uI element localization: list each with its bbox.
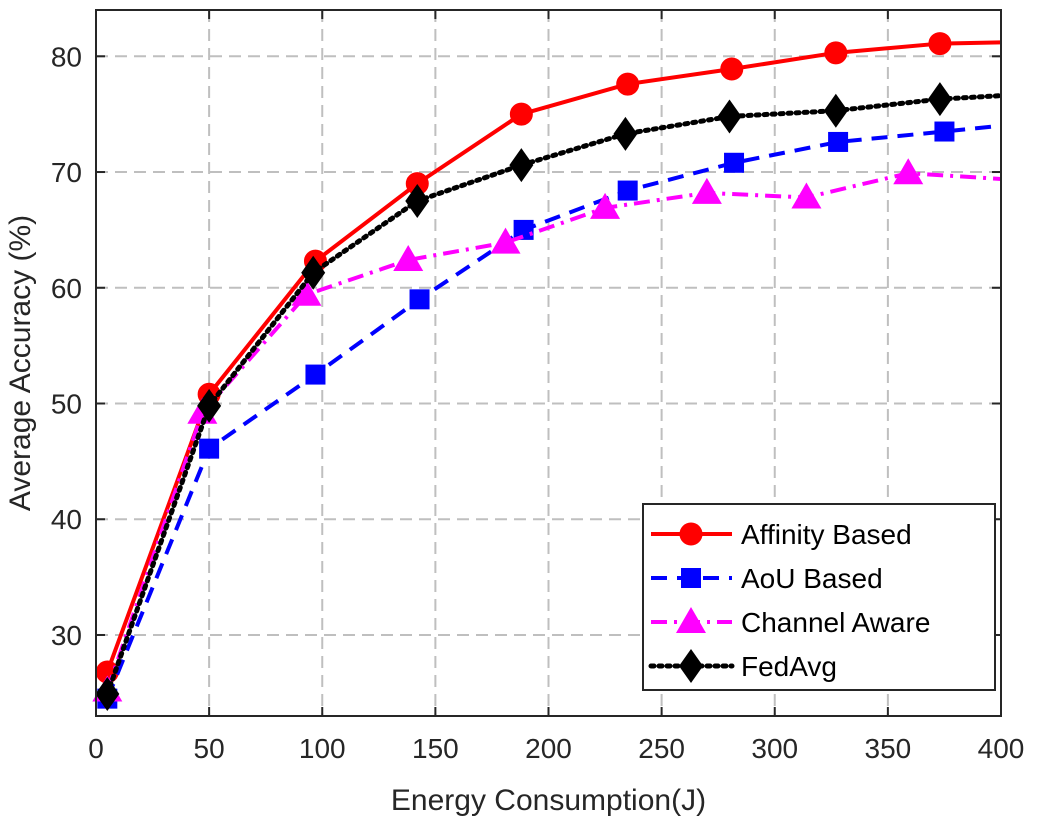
y-tick-label: 70: [51, 157, 82, 188]
series-line: [105, 123, 1002, 700]
y-tick-label: 40: [51, 504, 82, 535]
axis-ticks: 0 50 100 150 200 250 300 350 400 30 40 50 60 70 80: [51, 10, 1025, 764]
series-fedavg: [95, 82, 1004, 712]
x-tick-label: 150: [412, 733, 459, 764]
data-point: [509, 102, 533, 126]
x-tick-label: 400: [978, 733, 1025, 764]
x-axis-label: Energy Consumption(J): [391, 784, 706, 817]
data-point: [509, 148, 534, 183]
series-line: [105, 40, 1002, 673]
series-line: [105, 171, 1002, 692]
y-tick-label: 60: [51, 273, 82, 304]
legend-label: Channel Aware: [741, 607, 930, 638]
y-tick-label: 50: [51, 389, 82, 420]
x-tick-label: 200: [525, 733, 572, 764]
legend-marker: [681, 568, 701, 588]
data-point: [590, 192, 621, 219]
legend-marker: [676, 607, 706, 633]
x-tick-label: 250: [638, 733, 685, 764]
data-point: [613, 116, 638, 151]
x-tick-label: 50: [194, 733, 225, 764]
data-point: [828, 131, 849, 152]
data-point: [513, 219, 534, 240]
data-point: [928, 32, 952, 56]
legend: Affinity Based AoU Based Channel Aware FedA…: [642, 503, 996, 691]
legend-marker: [679, 649, 703, 683]
data-point: [301, 255, 326, 290]
y-axis-label: Average Accuracy (%): [4, 215, 37, 511]
x-tick-label: 300: [751, 733, 798, 764]
data-point: [791, 182, 822, 209]
data-point: [927, 82, 952, 117]
data-point: [934, 121, 955, 142]
data-point: [824, 41, 848, 65]
data-point: [724, 152, 745, 173]
series-affinity-based: [95, 32, 1002, 684]
x-tick-label: 100: [299, 733, 346, 764]
x-tick-label: 350: [865, 733, 912, 764]
y-tick-label: 80: [51, 41, 82, 72]
legend-marker: [679, 522, 703, 546]
data-point: [291, 279, 322, 306]
data-point: [490, 227, 521, 254]
data-point: [199, 438, 220, 459]
legend-label: Affinity Based: [741, 519, 912, 550]
data-point: [823, 93, 848, 128]
data-point: [393, 244, 424, 271]
data-point: [691, 177, 722, 204]
x-tick-label: 0: [88, 733, 104, 764]
series-line: [104, 93, 1004, 697]
data-point: [409, 289, 430, 310]
y-tick-label: 30: [51, 620, 82, 651]
data-point: [305, 364, 326, 385]
data-point: [720, 57, 744, 81]
legend-label: AoU Based: [741, 563, 883, 594]
series-layer: [92, 32, 1004, 712]
data-point: [405, 183, 430, 218]
data-point: [197, 388, 222, 423]
data-point: [617, 180, 638, 201]
series-aou-based: [97, 121, 1002, 709]
data-point: [616, 72, 640, 96]
legend-label: FedAvg: [741, 651, 837, 682]
data-point: [893, 158, 924, 185]
data-point: [95, 677, 120, 712]
data-point: [717, 99, 742, 134]
